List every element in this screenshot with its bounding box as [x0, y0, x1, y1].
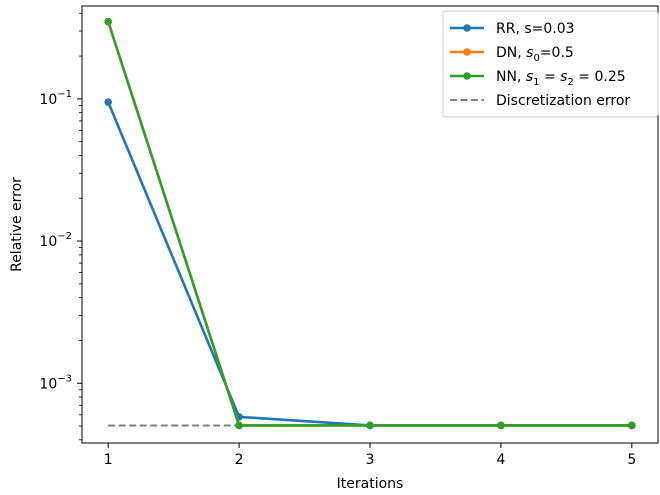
- legend-entry-dn: DN, s0=0.5: [450, 45, 574, 64]
- x-tick-label: 2: [235, 452, 244, 468]
- data-point-nn: [628, 421, 636, 430]
- legend-label: NN, s1 = s2 = 0.25: [496, 69, 626, 88]
- legend-label: DN, s0=0.5: [496, 45, 574, 64]
- legend-entry-rr: RR, s=0.03: [450, 21, 575, 37]
- plot-area: [104, 17, 636, 430]
- legend-marker: [463, 72, 471, 80]
- legend-label: RR, s=0.03: [496, 21, 575, 37]
- x-tick-label: 4: [496, 452, 505, 468]
- data-point-rr: [104, 98, 112, 106]
- legend-box: [442, 10, 659, 118]
- data-point-nn: [104, 17, 112, 26]
- y-axis-label: Relative error: [9, 177, 25, 272]
- x-axis: 1 2 3 4 5: [104, 443, 636, 468]
- legend-label: Discretization error: [496, 93, 630, 109]
- legend-entry-nn: NN, s1 = s2 = 0.25: [450, 69, 626, 88]
- legend-marker: [463, 48, 471, 56]
- legend-entry-disc: Discretization error: [450, 93, 630, 109]
- legend: RR, s=0.03 DN, s0=0.5 NN, s1 = s2 = 0.25 Di…: [442, 10, 659, 118]
- x-tick-label: 1: [104, 452, 113, 468]
- series-nn: [104, 17, 636, 430]
- data-point-nn: [366, 421, 374, 430]
- data-point-nn: [497, 421, 505, 430]
- data-point-nn: [235, 421, 243, 430]
- x-axis-label: Iterations: [337, 476, 404, 492]
- legend-marker: [463, 24, 471, 32]
- x-tick-label: 3: [366, 452, 375, 468]
- x-tick-label: 5: [627, 452, 636, 468]
